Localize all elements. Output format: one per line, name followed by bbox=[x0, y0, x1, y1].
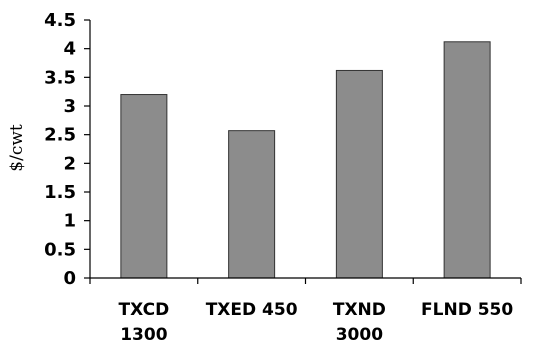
y-axis-label: $/cwt bbox=[7, 124, 27, 172]
y-tick-label: 3.5 bbox=[44, 67, 76, 88]
bars bbox=[120, 41, 491, 279]
x-category-label: TXED 450 bbox=[206, 300, 298, 320]
x-category-label: 3000 bbox=[336, 325, 383, 345]
bar bbox=[443, 41, 491, 279]
bar bbox=[120, 94, 168, 279]
y-tick-label: 2 bbox=[63, 153, 76, 174]
bar bbox=[335, 69, 383, 279]
y-axis: 0 0.5 1 1.5 2 2.5 3 3.5 4 4.5 bbox=[44, 10, 91, 289]
x-axis: TXCD 1300 TXED 450 TXND 3000 FLND 550 bbox=[89, 277, 522, 345]
y-tick-label: 2.5 bbox=[44, 125, 76, 146]
y-tick-label: 3 bbox=[63, 96, 76, 117]
y-tick-label: 0.5 bbox=[44, 239, 76, 260]
y-tick-label: 4 bbox=[63, 39, 76, 60]
x-category-label: TXND bbox=[333, 300, 386, 320]
y-tick-label: 1.5 bbox=[44, 182, 76, 203]
x-category-label: TXCD bbox=[119, 300, 170, 320]
x-category-label: FLND 550 bbox=[421, 300, 513, 320]
y-tick-label: 1 bbox=[63, 211, 76, 232]
x-category-label: 1300 bbox=[120, 325, 167, 345]
y-tick-label: 4.5 bbox=[44, 10, 76, 31]
y-tick-label: 0 bbox=[63, 268, 76, 289]
bar bbox=[228, 130, 276, 279]
